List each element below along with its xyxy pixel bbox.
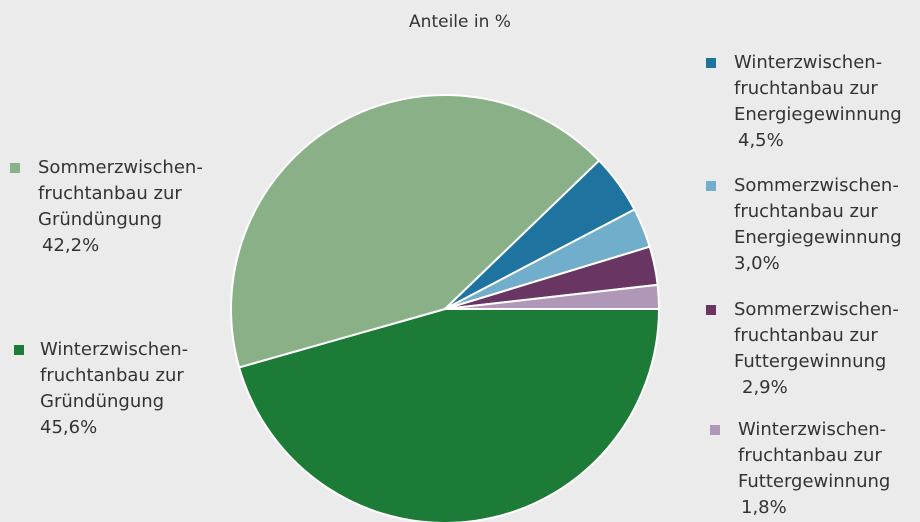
legend-value-label: 2,9% (742, 377, 788, 398)
legend-swatch (10, 163, 20, 173)
legend-swatch (14, 345, 24, 355)
chart-title: Anteile in % (409, 12, 511, 32)
legend-label: Sommerzwischen-fruchtanbau zur Energiegew… (734, 173, 902, 277)
legend-value-label: 4,5% (738, 130, 784, 151)
pie-slice-0 (238, 308, 660, 522)
legend-label-line: Gründüngung (40, 391, 165, 412)
legend-label-line: Winterzwischen- (738, 419, 887, 440)
legend-label: Sommerzwischen-fruchtanbau zur Futtergewi… (734, 297, 899, 401)
legend-label: Winterzwischen-fruchtanbau zur Futtergewi… (738, 417, 890, 521)
legend-label: Winterzwischen-fruchtanbau zur Gründüngun… (40, 337, 188, 441)
legend-label: Sommerzwischen-fruchtanbau zur Gründüngun… (38, 155, 203, 259)
legend-swatch (706, 58, 716, 68)
legend-label-line: Gründüngung (38, 209, 163, 230)
legend-value-label: 45,6% (40, 417, 98, 438)
pie-slice-1 (230, 94, 601, 369)
legend-label-line: fruchtanbau zur (38, 183, 182, 204)
legend-label-line: Futtergewinnung (738, 471, 891, 492)
legend-label-line: fruchtanbau zur (734, 325, 878, 346)
legend-label-line: fruchtanbau zur (734, 78, 878, 99)
legend-label-line: Sommerzwischen- (734, 299, 899, 320)
legend-label-line: Futtergewinnung (734, 351, 887, 372)
pie-slice-5 (444, 283, 660, 310)
legend-swatch (706, 305, 716, 315)
legend-label-line: Energiegewinnung (734, 227, 902, 248)
legend-label-line: Winterzwischen- (734, 52, 883, 73)
legend-value-label: 42,2% (42, 235, 100, 256)
legend-label-line: fruchtanbau zur (40, 365, 184, 386)
legend-label: Winterzwischen-fruchtanbau zur Energiegew… (734, 50, 902, 154)
legend-swatch (706, 181, 716, 191)
legend-label-line: Sommerzwischen- (38, 157, 203, 178)
legend-label-line: Winterzwischen- (40, 339, 189, 360)
legend-label-line: Sommerzwischen- (734, 175, 899, 196)
legend-label-line: Energiegewinnung (734, 104, 902, 125)
legend-value-label: 1,8% (741, 497, 787, 518)
legend-value-label: 3,0% (734, 253, 780, 274)
legend-label-line: fruchtanbau zur (734, 201, 878, 222)
legend-swatch (710, 425, 720, 435)
legend-label-line: fruchtanbau zur (738, 445, 882, 466)
